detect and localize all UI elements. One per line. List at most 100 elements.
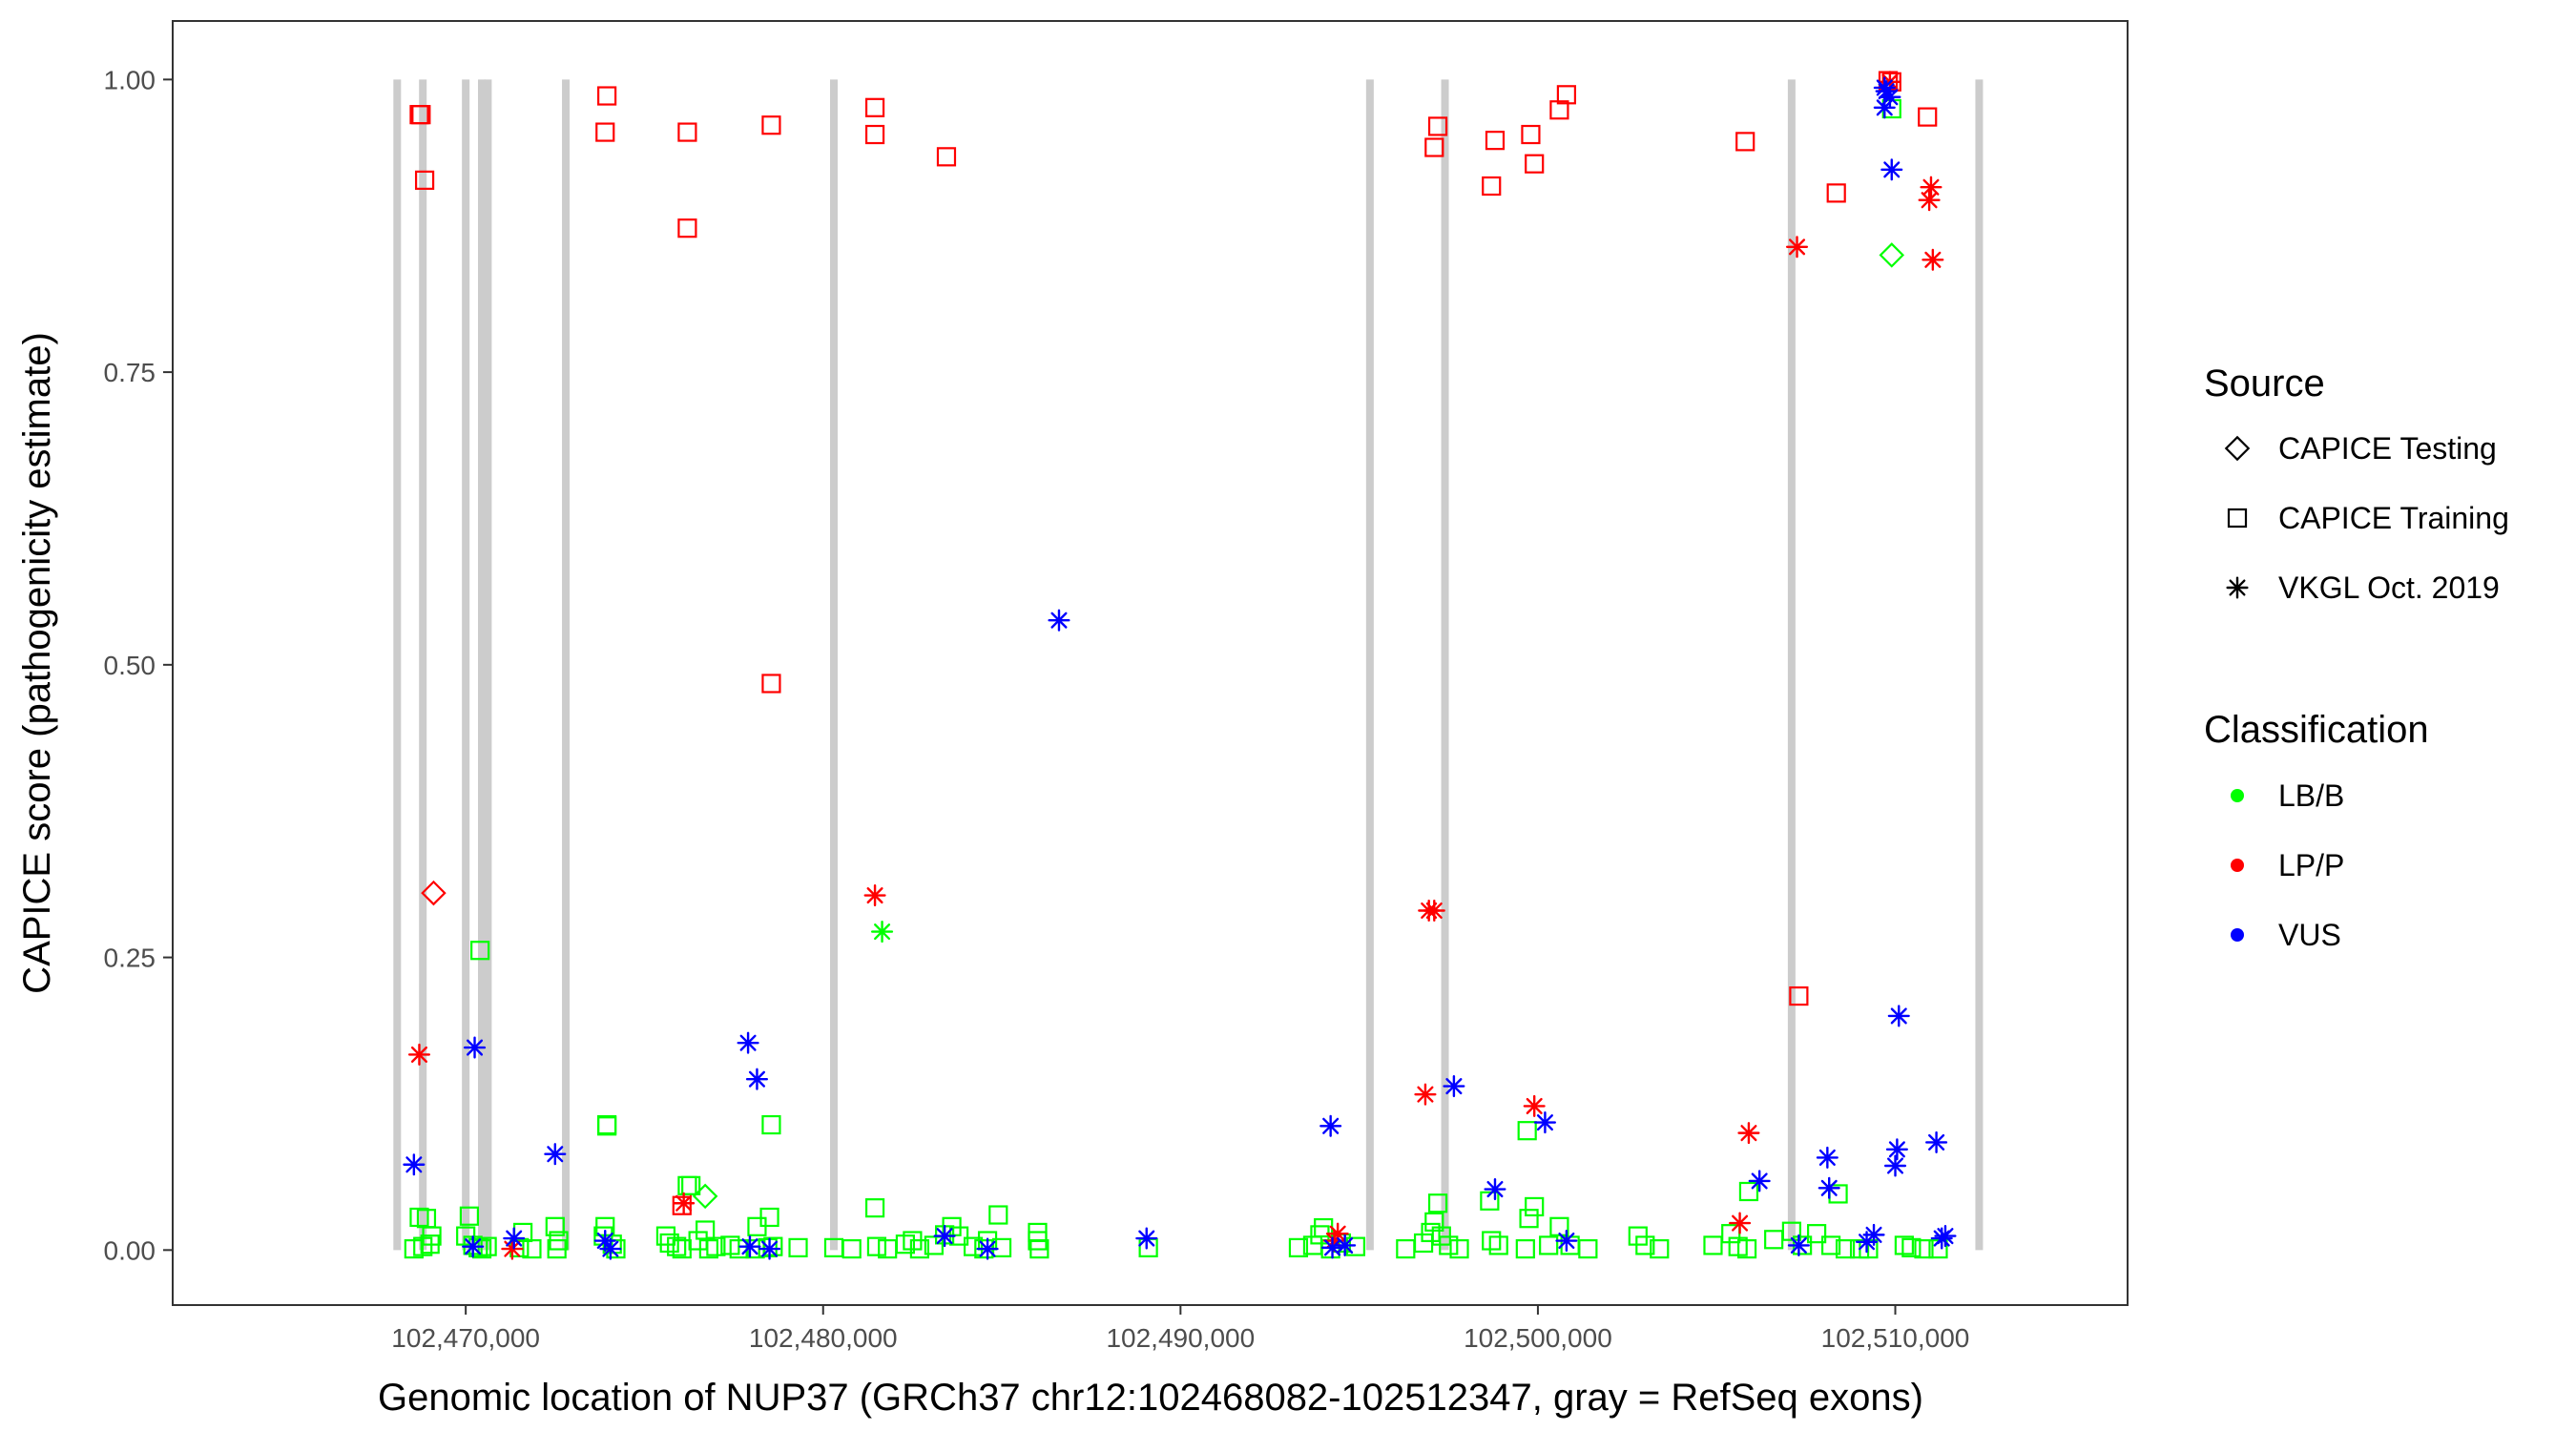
data-point [1703,1235,1723,1255]
data-point [933,1225,956,1248]
data-point [503,1227,526,1250]
legend-source-title: Source [2204,363,2325,404]
data-point [788,1237,808,1257]
legend-source-items: CAPICE Testing CAPICE Training VKGL Oct. 2… [2224,431,2509,605]
data-point [1635,1235,1655,1255]
data-point [655,1226,676,1246]
x-tick-label: 102,490,000 [1106,1323,1255,1353]
data-point [459,1206,480,1226]
series-capice-testing-lb-b [692,242,1905,1210]
legend-class-label: VUS [2278,918,2341,952]
y-axis: 0.00 0.25 0.50 0.75 1.00 [104,65,173,1265]
data-point [1519,1209,1539,1229]
data-point [1885,1138,1908,1161]
data-point [414,170,435,190]
data-point [864,124,885,145]
data-point [1424,137,1444,157]
y-tick-label: 1.00 [104,65,156,94]
series-capice-training-lp-p [409,71,1938,1215]
data-point [737,1031,759,1054]
series-vkgl-oct-2019-lb-b [871,921,894,944]
data-point [470,941,490,961]
data-point [545,1216,565,1236]
data-point [597,86,617,106]
y-tick-label: 0.00 [104,1235,156,1265]
data-point [673,1192,696,1214]
data-point [677,218,697,238]
plot-panel-border [172,20,2129,1306]
legend-key-star [2226,576,2249,599]
data-point [1482,1231,1502,1251]
data-point [463,1036,487,1059]
y-axis-title: CAPICE score (pathogenicity estimate) [16,332,58,994]
data-point [841,1239,862,1259]
data-point [909,1239,929,1259]
data-point [1549,100,1569,120]
series-capice-training-lb-b [404,98,1948,1259]
legend-classification-items: LB/B LP/P VUS [2231,778,2344,952]
data-point [1484,1177,1506,1201]
data-point [1549,1216,1569,1236]
data-point [1427,116,1448,136]
data-point [1443,1075,1465,1098]
data-point [692,1183,718,1210]
legend-class-label: LB/B [2278,778,2344,813]
data-point [1785,236,1809,259]
data-point [761,674,781,694]
y-tick-label: 0.25 [104,944,156,973]
series-vkgl-oct-2019-vus [403,76,1957,1260]
data-point [1737,1122,1760,1145]
data-point [1918,107,1938,127]
data-point [1835,1239,1856,1259]
data-point [1319,1114,1342,1137]
data-point [1818,1176,1840,1199]
data-point [1873,96,1896,119]
data-point [745,1068,769,1090]
data-point [1480,1191,1500,1211]
legend-key-diamond [2224,435,2251,462]
data-point [1650,1239,1670,1259]
data-point [544,1143,567,1166]
data-point [1525,154,1545,174]
data-point [1826,183,1846,203]
data-point [696,1220,716,1240]
data-point [1918,189,1941,212]
data-point [1862,1223,1885,1246]
data-point [866,1236,887,1256]
data-point [1521,124,1541,145]
legend-source-label: CAPICE Testing [2278,431,2497,466]
data-point [761,1114,781,1135]
data-point [759,1207,779,1228]
data-point [1334,1234,1357,1256]
data-point [864,97,885,117]
data-point [672,1195,692,1215]
y-tick-label: 0.50 [104,651,156,680]
data-point [1539,1235,1559,1255]
legend-source-label: CAPICE Training [2278,501,2509,535]
data-point [1787,1234,1810,1256]
data-point [1517,1121,1537,1141]
data-point [1555,1229,1578,1253]
data-point [1879,242,1905,268]
data-point [988,1205,1008,1225]
data-point [462,1235,485,1258]
data-point [1427,1193,1448,1213]
data-point [595,122,615,142]
data-point [422,1226,442,1246]
legend-key-dot [2231,928,2244,942]
data-point [1135,1227,1158,1250]
data-point [1879,86,1901,109]
data-point [1880,158,1903,181]
data-point [1920,176,1942,198]
data-point [895,1234,916,1255]
data-point [1439,1235,1459,1255]
x-axis: 102,470,000 102,480,000 102,490,000 102,500… [391,1305,1969,1353]
data-point [1789,985,1809,1006]
data-point [1533,1111,1556,1134]
data-point [863,884,886,907]
data-point [602,1234,622,1255]
data-point [871,921,894,944]
data-point [1887,1005,1910,1027]
data-point [1925,1130,1948,1153]
